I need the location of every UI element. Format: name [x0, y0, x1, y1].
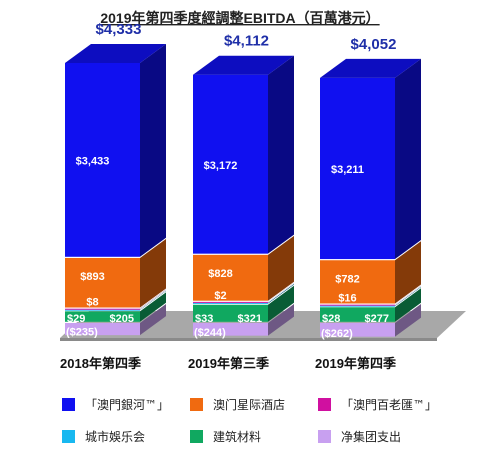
bar-segment-front [193, 304, 268, 322]
bar-segment-front [320, 305, 395, 307]
bar-segment-front [65, 309, 140, 311]
data-label: $205 [110, 313, 134, 325]
legend-swatch [62, 430, 75, 443]
total-label: $4,112 [224, 33, 269, 50]
data-label: $782 [335, 273, 359, 285]
data-label: $3,433 [76, 155, 110, 167]
bar-segment-front [320, 323, 395, 337]
bar-segment-front [320, 77, 395, 260]
data-label: $893 [80, 271, 104, 283]
bar-stack [193, 55, 294, 336]
data-label: $3,172 [204, 160, 238, 172]
data-label: $277 [365, 313, 389, 325]
bar-stack [320, 58, 421, 337]
bar-segment-front [193, 323, 268, 336]
bar-segment-side [140, 43, 166, 257]
data-label: ($262) [321, 328, 353, 340]
legend-label: 建筑材料 [213, 430, 262, 444]
chart-title: 2019年第四季度經調整EBITDA（百萬港元） [100, 10, 379, 26]
data-label: $16 [338, 293, 356, 305]
legend-swatch [62, 398, 75, 411]
data-label: $8 [86, 297, 98, 309]
bar-stack [65, 43, 166, 336]
data-label: $2 [214, 290, 226, 302]
bar-segment-side [395, 288, 421, 322]
bar-segment-front [65, 323, 140, 336]
bar-segment-side [395, 58, 421, 260]
bar-segment-side [140, 238, 166, 308]
bar-segment-front [65, 311, 140, 322]
legend-swatch [190, 398, 203, 411]
chart: 2019年第四季度經調整EBITDA（百萬港元） $4,333 $3,433 $89… [60, 10, 466, 371]
bar-segment-side [268, 285, 294, 322]
total-label: $4,052 [351, 36, 397, 53]
legend-swatch [318, 398, 331, 411]
bar-segment-front [65, 308, 140, 310]
data-labels: $4,333 $3,433 $893 $8$29 $205 ($235) $4,112 $3,… [66, 21, 396, 340]
legend-item: 净集团支出 [318, 428, 401, 445]
legend-item: 澳门星际酒店 [190, 396, 285, 413]
legend-label: 「澳門百老匯™」 [341, 398, 438, 412]
bar-segment-side [268, 283, 294, 304]
data-label: $29 [67, 313, 85, 325]
data-label: $28 [322, 313, 340, 325]
legend-label: 净集团支出 [341, 430, 402, 444]
bar-top-face [193, 55, 294, 75]
bar-segment-side [395, 304, 421, 337]
data-label: $321 [238, 313, 262, 325]
x-tick-label: 2018年第四季 [60, 356, 141, 371]
data-label: $3,211 [331, 164, 364, 176]
bar-segment-side [395, 285, 421, 305]
bar-segment-front [320, 307, 395, 322]
bar-segment-side [268, 304, 294, 336]
bar-top-face [65, 43, 166, 63]
legend-item: 「澳門百老匯™」 [318, 396, 437, 413]
bar-segment-side [395, 286, 421, 307]
legend-swatch [190, 430, 203, 443]
bar-segment-front [193, 301, 268, 303]
bar-stacks [65, 43, 421, 337]
x-tick-label: 2019年第三季 [188, 356, 269, 371]
legend-label: 城市娛乐会 [85, 430, 146, 444]
total-label: $4,333 [96, 21, 142, 38]
legend-item: 建筑材料 [190, 428, 261, 445]
data-label: ($244) [194, 327, 226, 339]
bar-segment-front [193, 74, 268, 254]
legend-label: 「澳門銀河™」 [85, 398, 170, 412]
floor-edge [60, 338, 437, 341]
bar-segment-front [65, 62, 140, 257]
bar-segment-side [268, 55, 294, 254]
data-label: $828 [208, 268, 232, 280]
data-label: $33 [195, 313, 213, 325]
legend-swatch [318, 430, 331, 443]
legend-label: 澳门星际酒店 [213, 398, 286, 412]
bar-segment-front [320, 260, 395, 304]
bar-segment-side [140, 290, 166, 311]
bar-segment-side [395, 241, 421, 304]
bar-segment-side [140, 289, 166, 309]
bar-segment-side [268, 282, 294, 302]
x-tick-label: 2019年第四季 [315, 356, 396, 371]
bar-segment-front [65, 257, 140, 308]
data-label: ($235) [66, 326, 98, 338]
bar-segment-front [193, 254, 268, 301]
legend-item: 城市娛乐会 [62, 428, 145, 445]
bar-segment-side [268, 235, 294, 301]
bar-segment-front [193, 302, 268, 304]
legend-item: 「澳門銀河™」 [62, 396, 169, 413]
bar-segment-side [140, 304, 166, 336]
x-axis-labels: 2018年第四季 2019年第三季 2019年第四季 [60, 356, 396, 371]
bar-segment-front [320, 304, 395, 306]
bar-top-face [320, 58, 421, 78]
bar-segment-side [140, 292, 166, 322]
